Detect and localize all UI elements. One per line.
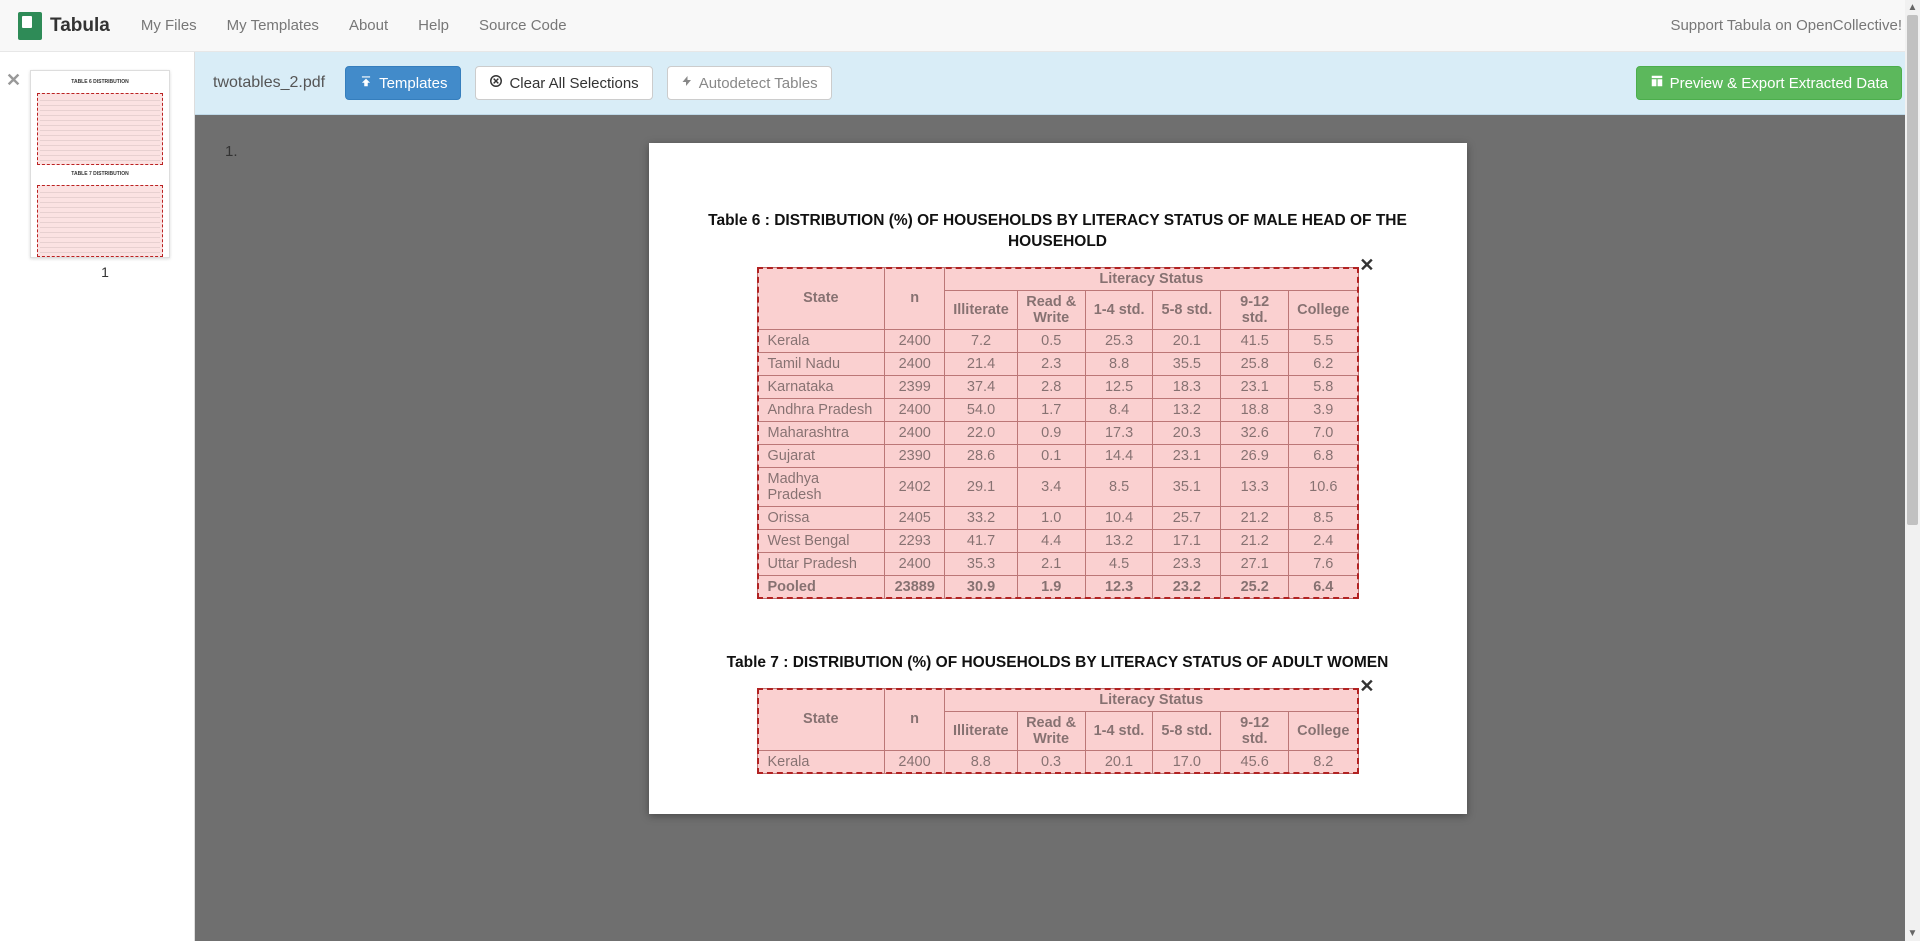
- brand[interactable]: Tabula: [18, 12, 110, 40]
- close-selection-icon[interactable]: ✕: [1359, 676, 1374, 697]
- selection-region-2[interactable]: ✕ StatenLiteracy StatusIlliterateRead & …: [757, 688, 1359, 774]
- templates-icon: [359, 74, 373, 92]
- nav-my-files[interactable]: My Files: [126, 2, 212, 49]
- table-row: Kerala24008.80.320.117.045.68.2: [757, 750, 1358, 773]
- page-thumbnail[interactable]: TABLE 6 DISTRIBUTION TABLE 7 DISTRIBUTIO…: [30, 70, 180, 280]
- nav-my-templates[interactable]: My Templates: [212, 2, 334, 49]
- close-selection-icon[interactable]: ✕: [1359, 255, 1374, 276]
- support-link[interactable]: Support Tabula on OpenCollective!: [1670, 2, 1902, 49]
- table6-title: Table 6 : DISTRIBUTION (%) OF HOUSEHOLDS…: [691, 211, 1425, 253]
- filename-label: twotables_2.pdf: [213, 74, 325, 92]
- lightning-icon: [681, 74, 693, 92]
- nav-links: My Files My Templates About Help Source …: [126, 2, 582, 49]
- scroll-up-arrow-icon[interactable]: ▲: [1905, 0, 1920, 15]
- main-panel: twotables_2.pdf Templates Clear All Sele…: [195, 52, 1920, 941]
- table-icon: [1650, 74, 1664, 92]
- selection-region-1[interactable]: ✕ StatenLiteracy StatusIlliterateRead & …: [757, 267, 1359, 599]
- page-number-indicator: 1.: [225, 143, 238, 160]
- scroll-down-arrow-icon[interactable]: ▼: [1905, 926, 1920, 941]
- table-row: Maharashtra240022.00.917.320.332.67.0: [757, 421, 1358, 444]
- clear-button-label: Clear All Selections: [509, 75, 638, 92]
- nav-about[interactable]: About: [334, 2, 403, 49]
- templates-button-label: Templates: [379, 75, 447, 92]
- autodetect-button-label: Autodetect Tables: [699, 75, 818, 92]
- table-row: Andhra Pradesh240054.01.78.413.218.83.9: [757, 398, 1358, 421]
- brand-text: Tabula: [50, 15, 110, 37]
- clear-icon: [489, 74, 503, 92]
- close-sidebar-icon[interactable]: ✕: [6, 70, 21, 91]
- table-row: Tamil Nadu240021.42.38.835.525.86.2: [757, 352, 1358, 375]
- export-button-label: Preview & Export Extracted Data: [1670, 75, 1888, 92]
- nav-source-code[interactable]: Source Code: [464, 2, 582, 49]
- table-row: Orissa240533.21.010.425.721.28.5: [757, 506, 1358, 529]
- table-row-pooled: Pooled2388930.91.912.323.225.26.4: [757, 575, 1358, 598]
- thumbnail-sidebar: ✕ TABLE 6 DISTRIBUTION TABLE 7 DISTRIBUT…: [0, 52, 195, 941]
- nav-help[interactable]: Help: [403, 2, 464, 49]
- table7-title: Table 7 : DISTRIBUTION (%) OF HOUSEHOLDS…: [691, 653, 1425, 674]
- toolbar: twotables_2.pdf Templates Clear All Sele…: [195, 52, 1920, 115]
- table-row: Karnataka239937.42.812.518.323.15.8: [757, 375, 1358, 398]
- clear-selections-button[interactable]: Clear All Selections: [475, 66, 652, 100]
- tabula-logo-icon: [18, 12, 42, 40]
- vertical-scrollbar[interactable]: ▲ ▼: [1905, 0, 1920, 941]
- table-row: Kerala24007.20.525.320.141.55.5: [757, 329, 1358, 352]
- table-row: Madhya Pradesh240229.13.48.535.113.310.6: [757, 467, 1358, 506]
- export-button[interactable]: Preview & Export Extracted Data: [1636, 66, 1902, 100]
- autodetect-button[interactable]: Autodetect Tables: [667, 66, 832, 100]
- thumbnail-page-number: 1: [30, 264, 180, 280]
- top-nav: Tabula My Files My Templates About Help …: [0, 0, 1920, 52]
- templates-button[interactable]: Templates: [345, 66, 461, 100]
- page-viewer[interactable]: 1. Table 6 : DISTRIBUTION (%) OF HOUSEHO…: [195, 115, 1920, 941]
- table7: StatenLiteracy StatusIlliterateRead & Wr…: [757, 688, 1359, 774]
- pdf-page[interactable]: Table 6 : DISTRIBUTION (%) OF HOUSEHOLDS…: [649, 143, 1467, 814]
- workspace: ✕ TABLE 6 DISTRIBUTION TABLE 7 DISTRIBUT…: [0, 52, 1920, 941]
- table6: StatenLiteracy StatusIlliterateRead & Wr…: [757, 267, 1359, 599]
- table-row: Uttar Pradesh240035.32.14.523.327.17.6: [757, 552, 1358, 575]
- scrollbar-thumb[interactable]: [1907, 15, 1918, 525]
- table-row: West Bengal229341.74.413.217.121.22.4: [757, 529, 1358, 552]
- table-row: Gujarat239028.60.114.423.126.96.8: [757, 444, 1358, 467]
